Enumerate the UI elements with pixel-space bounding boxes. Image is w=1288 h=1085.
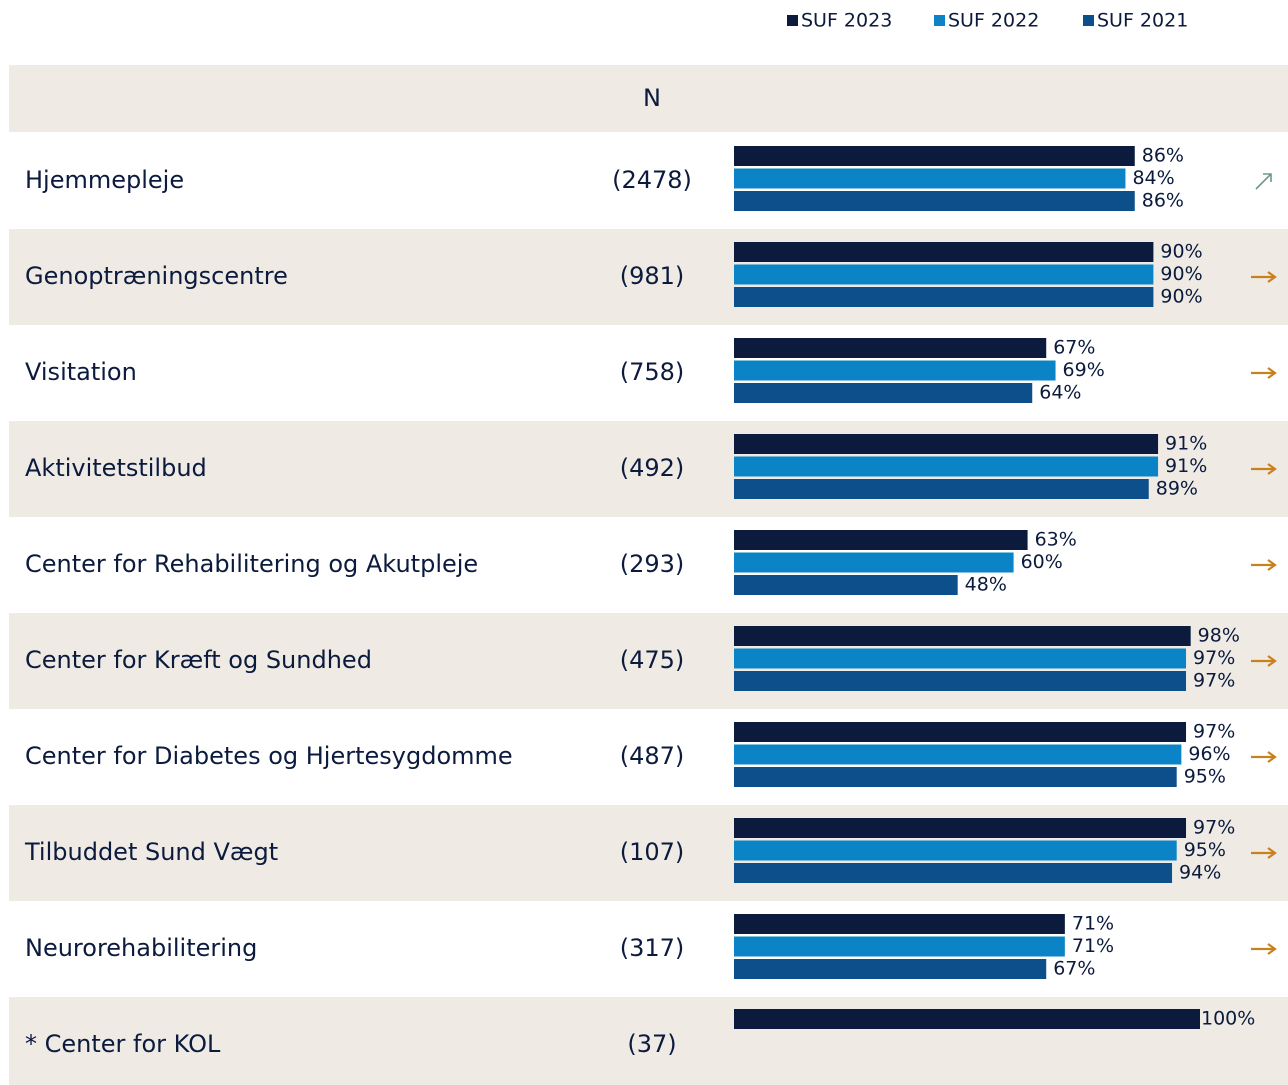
bar	[734, 863, 1173, 883]
value-label: 63%	[1035, 529, 1077, 551]
value-label: 95%	[1184, 766, 1226, 788]
value-label: 95%	[1184, 839, 1226, 861]
bar	[734, 168, 1126, 189]
category-label: Neurorehabilitering	[25, 934, 257, 962]
value-label: 97%	[1193, 647, 1235, 669]
value-label: 86%	[1142, 190, 1184, 212]
bar	[734, 648, 1187, 669]
category-label: Center for Rehabilitering og Akutpleje	[25, 550, 478, 578]
bar	[734, 456, 1159, 477]
legend-label: SUF 2021	[1097, 10, 1188, 32]
bar	[734, 242, 1154, 262]
n-label: (37)	[627, 1030, 676, 1058]
n-label: (107)	[620, 838, 685, 866]
bar	[734, 264, 1154, 285]
category-label: Center for Diabetes og Hjertesygdomme	[25, 742, 513, 770]
bar	[734, 626, 1191, 646]
bar	[734, 479, 1149, 499]
value-label: 97%	[1193, 817, 1235, 839]
legend-label: SUF 2023	[801, 10, 892, 32]
bar	[734, 818, 1187, 838]
legend-swatch	[934, 15, 945, 26]
value-label: 84%	[1132, 167, 1174, 189]
n-label: (492)	[620, 454, 685, 482]
bar	[734, 191, 1135, 211]
trend-arrow	[1255, 173, 1272, 190]
bar	[734, 338, 1047, 358]
bar	[734, 552, 1014, 573]
category-label: Genoptræningscentre	[25, 262, 288, 290]
bar	[734, 914, 1065, 934]
value-label: 67%	[1053, 337, 1095, 359]
header-band	[9, 65, 1288, 132]
n-label: (293)	[620, 550, 685, 578]
value-label: 97%	[1193, 721, 1235, 743]
value-label: 71%	[1072, 935, 1114, 957]
value-label: 89%	[1156, 478, 1198, 500]
category-label: Hjemmepleje	[25, 166, 184, 194]
bar	[734, 530, 1028, 550]
bar	[734, 959, 1047, 979]
trend-arrow	[1251, 271, 1277, 283]
value-label: 97%	[1193, 670, 1235, 692]
n-label: (2478)	[612, 166, 692, 194]
value-label: 64%	[1039, 382, 1081, 404]
value-label: 71%	[1072, 913, 1114, 935]
value-label: 90%	[1160, 241, 1202, 263]
value-label: 90%	[1160, 286, 1202, 308]
value-label: 90%	[1160, 263, 1202, 285]
category-label: Tilbuddet Sund Vægt	[24, 838, 278, 866]
value-label: 96%	[1188, 743, 1230, 765]
n-label: (475)	[620, 646, 685, 674]
value-label: 100%	[1201, 1008, 1255, 1030]
bar	[734, 767, 1177, 787]
column-header: N	[643, 84, 661, 112]
trend-arrow	[1251, 367, 1277, 379]
value-label: 69%	[1063, 359, 1105, 381]
legend-swatch	[787, 15, 798, 26]
bar	[734, 383, 1033, 403]
bar	[734, 936, 1065, 957]
category-label: Center for Kræft og Sundhed	[25, 646, 372, 674]
bar	[734, 722, 1187, 742]
value-label: 91%	[1165, 455, 1207, 477]
n-label: (981)	[620, 262, 685, 290]
bar	[734, 434, 1159, 454]
legend-swatch	[1083, 15, 1094, 26]
bar	[734, 360, 1056, 381]
bar	[734, 146, 1135, 166]
value-label: 86%	[1142, 145, 1184, 167]
n-label: (487)	[620, 742, 685, 770]
bar	[734, 287, 1154, 307]
category-label: * Center for KOL	[25, 1030, 221, 1058]
category-label: Aktivitetstilbud	[25, 454, 207, 482]
trend-arrow	[1251, 559, 1277, 571]
category-label: Visitation	[25, 358, 137, 386]
trend-arrow	[1251, 943, 1277, 955]
trend-arrow	[1251, 847, 1277, 859]
trend-arrow	[1251, 463, 1277, 475]
bar	[734, 1009, 1200, 1029]
value-label: 91%	[1165, 433, 1207, 455]
value-label: 60%	[1021, 551, 1063, 573]
bar	[734, 840, 1177, 861]
bar	[734, 744, 1182, 765]
n-label: (758)	[620, 358, 685, 386]
value-label: 98%	[1198, 625, 1240, 647]
value-label: 94%	[1179, 862, 1221, 884]
legend-label: SUF 2022	[948, 10, 1039, 32]
n-label: (317)	[620, 934, 685, 962]
value-label: 67%	[1053, 958, 1095, 980]
trend-arrow	[1251, 751, 1277, 763]
bar	[734, 671, 1187, 691]
trend-arrow	[1251, 655, 1277, 667]
value-label: 48%	[965, 574, 1007, 596]
bar	[734, 575, 958, 595]
